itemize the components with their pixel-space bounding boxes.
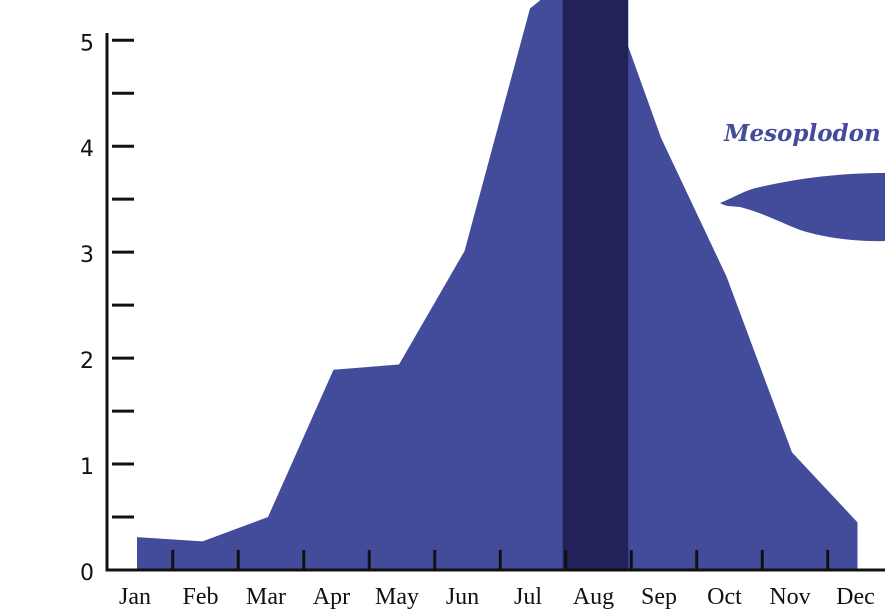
y-tick-label: 0 xyxy=(80,561,94,586)
species-label: Mesoplodon xyxy=(723,120,881,147)
whale-silhouette xyxy=(720,173,885,242)
area xyxy=(137,0,858,570)
x-tick-label: May xyxy=(375,584,419,610)
x-tick-label: Aug xyxy=(573,584,614,610)
x-tick-label: Feb xyxy=(183,584,219,610)
y-tick-label: 1 xyxy=(80,455,94,480)
x-tick-label: Jun xyxy=(446,584,479,610)
y-tick-label: 2 xyxy=(80,349,94,374)
y-tick-label: 5 xyxy=(80,31,94,56)
y-tick-label: 4 xyxy=(80,137,94,162)
x-tick-label: Mar xyxy=(246,584,286,610)
x-tick-label: Dec xyxy=(836,584,875,610)
highlight-band xyxy=(562,0,629,570)
x-tick-label: Nov xyxy=(769,584,810,610)
x-tick-label: Sep xyxy=(641,584,677,610)
x-tick-label: Apr xyxy=(313,584,350,610)
x-tick-label: Jul xyxy=(514,584,542,610)
y-tick-label: 3 xyxy=(80,243,94,268)
x-tick-label: Jan xyxy=(119,584,151,610)
x-tick-label: Oct xyxy=(707,584,742,610)
